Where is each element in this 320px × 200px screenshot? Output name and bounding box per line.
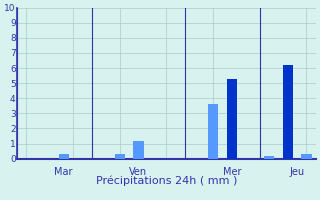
Bar — [227, 79, 237, 159]
Bar — [301, 154, 312, 159]
Bar — [59, 154, 69, 159]
Bar — [264, 156, 274, 159]
Text: Mar: Mar — [54, 167, 73, 177]
X-axis label: Précipitations 24h ( mm ): Précipitations 24h ( mm ) — [96, 175, 237, 186]
Text: Jeu: Jeu — [290, 167, 305, 177]
Text: Ven: Ven — [129, 167, 148, 177]
Bar — [208, 104, 218, 159]
Bar — [115, 154, 125, 159]
Bar — [133, 141, 144, 159]
Bar — [283, 65, 293, 159]
Text: Mer: Mer — [222, 167, 241, 177]
